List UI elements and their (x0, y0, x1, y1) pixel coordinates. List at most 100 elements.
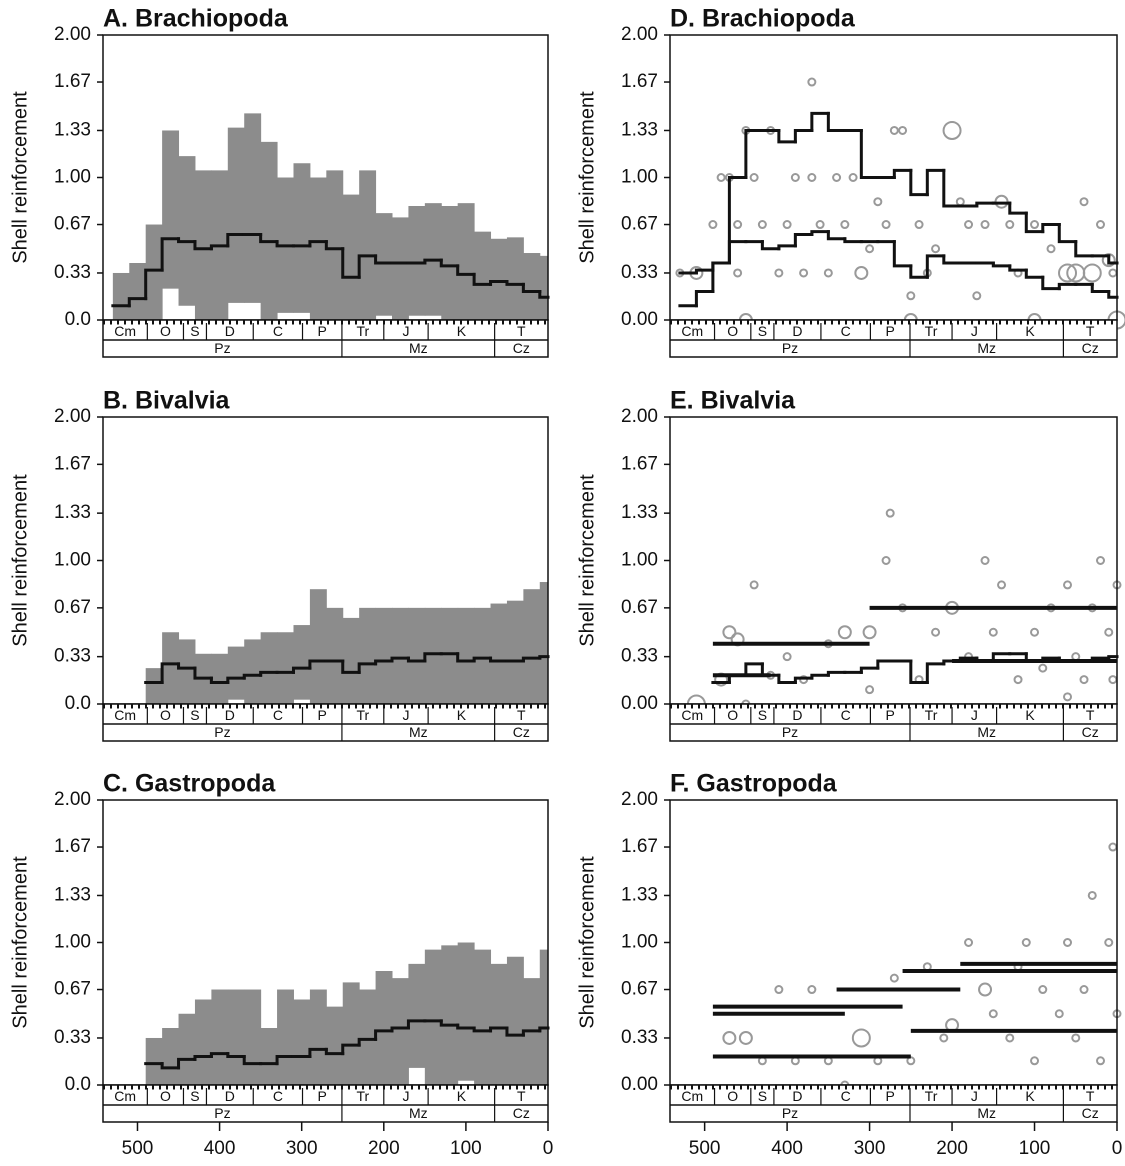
range-band (326, 170, 344, 320)
median-line (538, 1026, 550, 1033)
period-label: Cm (681, 707, 703, 723)
period-label: S (190, 1088, 199, 1104)
range-band (112, 272, 130, 320)
data-point (807, 173, 817, 182)
data-point (722, 625, 737, 640)
median-line (374, 659, 394, 666)
data-point (862, 625, 877, 640)
data-point (774, 985, 784, 995)
y-tick-label: 0.67 (54, 979, 91, 1000)
data-point (774, 268, 784, 278)
era-label: Cz (513, 340, 530, 356)
data-point (823, 268, 833, 278)
upper-line (892, 168, 913, 179)
x-tick-label: 400 (204, 1138, 236, 1159)
timescale-frame (102, 1084, 549, 1123)
y-tick-label: 2.00 (621, 24, 658, 45)
y-tick-label: 1.67 (54, 836, 91, 857)
data-point (1005, 1033, 1015, 1043)
median-line (1024, 652, 1045, 663)
range-band (359, 607, 377, 704)
y-tick-label: 1.00 (54, 167, 91, 188)
y-tick-label: 1.00 (54, 550, 91, 571)
data-point (997, 580, 1007, 590)
range-band (342, 194, 360, 320)
x-tick-label: 500 (689, 1138, 721, 1159)
data-point (848, 173, 858, 182)
median-line (489, 280, 509, 286)
median-line (456, 264, 476, 276)
range-band (506, 956, 524, 1085)
median-line (521, 656, 542, 663)
data-point (972, 291, 982, 301)
y-tick-label: 0.67 (621, 214, 658, 235)
range-band (539, 582, 549, 704)
range-band (162, 130, 180, 289)
x-tick-label: 300 (854, 1138, 886, 1159)
data-point (1087, 890, 1097, 900)
median-line (925, 254, 946, 279)
range-band (277, 989, 294, 1085)
period-label: C (841, 707, 851, 723)
median-line (259, 233, 279, 244)
timescale-frame (669, 703, 1118, 742)
data-point (1104, 938, 1114, 947)
data-point (980, 556, 990, 565)
upper-line (942, 168, 962, 208)
median-line (324, 240, 345, 251)
period-label: Tr (357, 1088, 370, 1104)
era-label: Pz (214, 340, 230, 356)
median-line (1107, 290, 1119, 299)
data-point (1030, 220, 1040, 230)
data-point (1030, 627, 1040, 637)
data-point (782, 652, 792, 662)
median-line (810, 673, 830, 680)
median-line (521, 282, 542, 293)
data-point (749, 580, 759, 590)
median-line (538, 655, 550, 660)
range-band (539, 949, 549, 1085)
range-band (326, 1006, 344, 1085)
period-label: S (190, 707, 199, 723)
range-band (277, 632, 294, 704)
range-band (145, 224, 163, 320)
period-label: O (160, 1088, 171, 1104)
median-line (242, 1055, 263, 1066)
median-line (423, 652, 443, 663)
period-label: C (841, 1088, 851, 1104)
y-tick-label: 1.67 (621, 71, 658, 92)
x-tick-label: 100 (450, 1138, 482, 1159)
range-band (326, 607, 344, 704)
median-line (160, 237, 181, 272)
range-band (211, 989, 229, 1085)
median-line (308, 1047, 328, 1058)
data-point (1013, 675, 1023, 685)
data-point (1096, 220, 1106, 230)
data-point (1108, 675, 1118, 685)
data-point (1054, 1009, 1064, 1019)
range-band (424, 949, 442, 1085)
data-point (807, 985, 817, 995)
period-label: K (1025, 1088, 1035, 1104)
data-point (873, 197, 883, 207)
period-label: T (517, 707, 526, 723)
range-band (194, 170, 212, 320)
upper-line (694, 290, 715, 308)
data-point (790, 173, 800, 182)
data-point (1108, 842, 1118, 852)
range-band (178, 1013, 196, 1085)
upper-line (1107, 254, 1119, 265)
upper-line (859, 128, 880, 179)
range-band (392, 217, 409, 320)
panel-title: B. Bivalvia (103, 387, 231, 415)
median-line (521, 1029, 542, 1037)
upper-line (925, 168, 946, 197)
period-label: T (1086, 1088, 1095, 1104)
era-label: Cz (1082, 1105, 1099, 1121)
median-line (472, 656, 493, 663)
data-point (881, 220, 891, 230)
era-label: Cz (1082, 724, 1099, 740)
range-band (441, 206, 459, 320)
range-band (227, 989, 245, 1085)
median-line (324, 1047, 345, 1056)
